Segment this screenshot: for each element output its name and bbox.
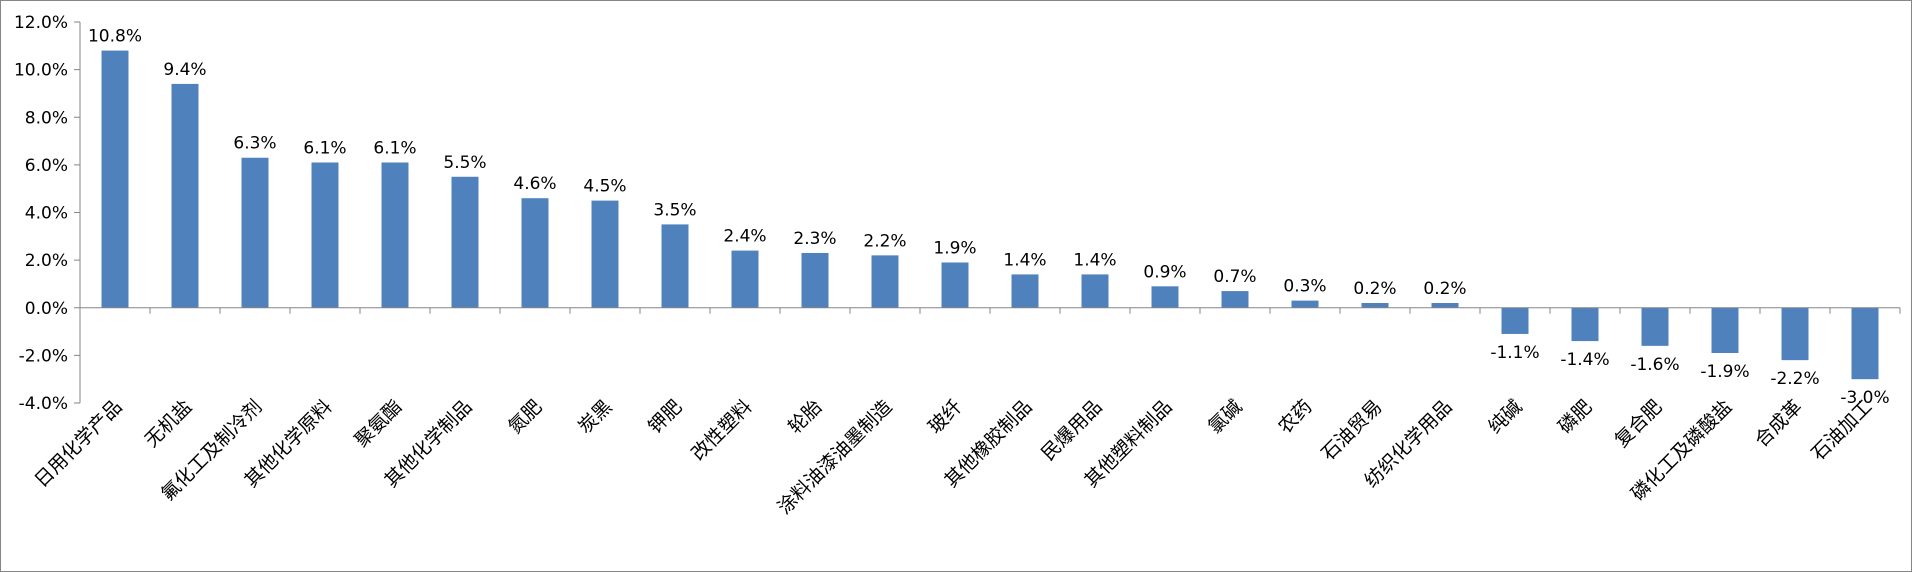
bar [1291, 300, 1319, 308]
bar [101, 50, 129, 308]
y-tick-label: 4.0% [25, 204, 68, 224]
data-label: 2.4% [723, 227, 766, 247]
data-label: 9.4% [163, 60, 206, 80]
data-label: 5.5% [443, 153, 486, 173]
data-label: 0.7% [1213, 267, 1256, 287]
category-label: 纯碱 [1484, 396, 1526, 438]
bar [1221, 291, 1249, 308]
data-label: 10.8% [88, 27, 142, 47]
data-label: 4.5% [583, 177, 626, 197]
bar [1361, 302, 1389, 308]
data-label: -1.6% [1630, 355, 1679, 375]
category-label: 石油贸易 [1317, 396, 1386, 465]
y-tick-label: -4.0% [19, 394, 68, 414]
category-label: 合成革 [1751, 396, 1807, 452]
bar [1781, 307, 1809, 361]
data-label: 4.6% [513, 174, 556, 194]
bar [241, 157, 269, 308]
y-tick-label: 10.0% [14, 61, 68, 81]
bar [1081, 274, 1109, 308]
bar [871, 255, 899, 308]
bar [1501, 307, 1529, 334]
y-tick-label: 0.0% [25, 299, 68, 319]
category-label: 复合肥 [1611, 396, 1667, 452]
bar [1851, 307, 1879, 380]
y-tick-label: -2.0% [19, 346, 68, 366]
category-label: 磷肥 [1554, 396, 1596, 438]
y-tick-label: 12.0% [14, 13, 68, 33]
data-label: -1.4% [1560, 350, 1609, 370]
bar [1151, 286, 1179, 308]
category-label: 玻纤 [924, 396, 966, 438]
data-label: -2.2% [1770, 369, 1819, 389]
category-label: 改性塑料 [687, 396, 756, 465]
data-label: 1.4% [1003, 250, 1046, 270]
category-label: 氮肥 [504, 396, 546, 438]
data-label: 0.3% [1283, 277, 1326, 297]
y-tick-label: 6.0% [25, 156, 68, 176]
data-label: 0.2% [1423, 279, 1466, 299]
category-label: 民爆用品 [1037, 396, 1106, 465]
bar [801, 252, 829, 308]
data-label: 1.4% [1073, 250, 1116, 270]
bar [1711, 307, 1739, 353]
category-label: 氯碱 [1204, 396, 1246, 438]
bar [1011, 274, 1039, 308]
data-label: 2.2% [863, 231, 906, 251]
bar [381, 162, 409, 308]
bar [731, 250, 759, 308]
data-label: 6.1% [303, 138, 346, 158]
data-label: 3.5% [653, 200, 696, 220]
category-label: 轮胎 [784, 396, 826, 438]
bar [311, 162, 339, 308]
bar [1431, 302, 1459, 308]
data-label: -1.1% [1490, 343, 1539, 363]
data-label: 2.3% [793, 229, 836, 249]
bar [451, 176, 479, 308]
category-label: 农药 [1274, 396, 1316, 438]
bar [941, 262, 969, 308]
category-label: 钾肥 [644, 396, 686, 438]
bar [1571, 307, 1599, 342]
data-label: 0.9% [1143, 262, 1186, 282]
data-label: 6.1% [373, 138, 416, 158]
data-label: 6.3% [233, 134, 276, 154]
bar [661, 224, 689, 308]
data-label: -1.9% [1700, 362, 1749, 382]
bar [1641, 307, 1669, 346]
category-label: 无机盐 [141, 396, 197, 452]
bar [171, 83, 199, 308]
data-label: 1.9% [933, 239, 976, 259]
category-label: 炭黑 [574, 396, 616, 438]
y-tick-label: 8.0% [25, 108, 68, 128]
bar [591, 200, 619, 308]
y-tick-label: 2.0% [25, 251, 68, 271]
data-label: 0.2% [1353, 279, 1396, 299]
data-label: -3.0% [1840, 388, 1889, 408]
bar [521, 198, 549, 308]
category-label: 聚氨酯 [351, 396, 407, 452]
